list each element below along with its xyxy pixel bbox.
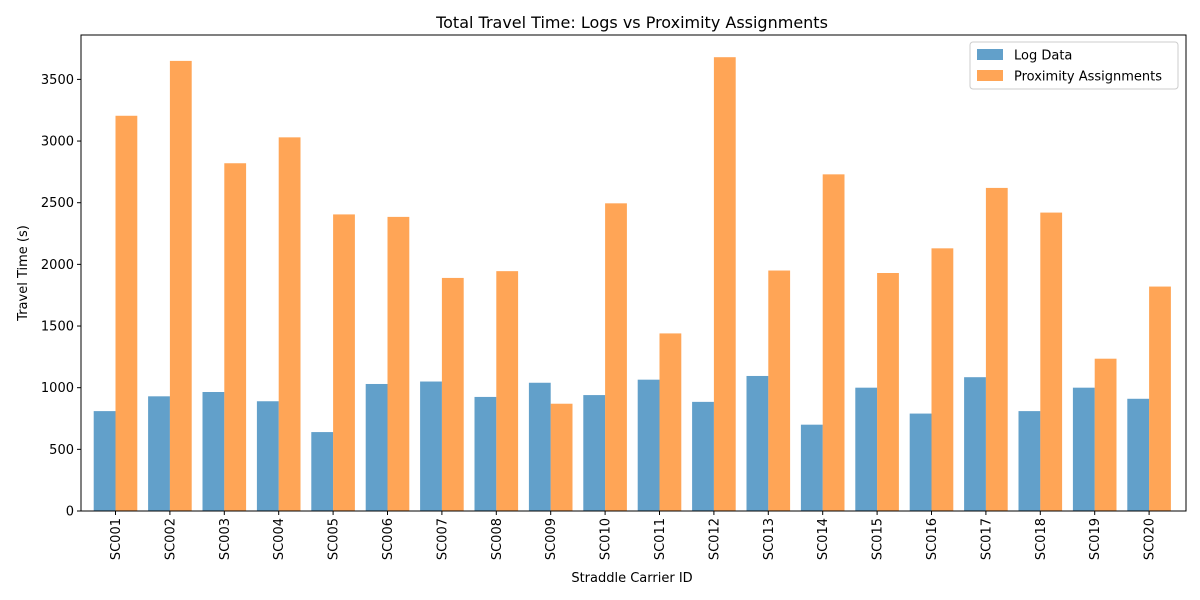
- bar-log-data-sc010: [583, 395, 606, 511]
- legend-label-log-data: Log Data: [1014, 49, 1072, 64]
- bar-log-data-sc019: [1072, 387, 1095, 511]
- bar-proximity-assignments-sc012: [713, 57, 736, 511]
- x-tick-label-sc006: SC006: [381, 518, 396, 560]
- bar-proximity-assignments-sc015: [877, 273, 899, 511]
- x-tick-label-sc012: SC012: [707, 518, 722, 560]
- x-tick-label-sc003: SC003: [218, 518, 233, 560]
- y-tick-label: 1000: [41, 381, 74, 396]
- x-tick-label-sc016: SC016: [925, 518, 940, 560]
- x-tick-label-sc009: SC009: [544, 518, 559, 560]
- bar-log-data-sc018: [1018, 411, 1041, 511]
- x-tick-label-sc017: SC017: [979, 518, 994, 560]
- y-tick-label: 2000: [41, 258, 74, 273]
- bar-proximity-assignments-sc002: [169, 60, 192, 512]
- bar-proximity-assignments-sc019: [1094, 358, 1117, 511]
- bar-proximity-assignments-sc013: [768, 270, 791, 511]
- plot-frame: [80, 34, 1187, 512]
- bar-log-data-sc009: [528, 382, 551, 511]
- bar-proximity-assignments-sc003: [224, 163, 247, 511]
- x-tick-label-sc020: SC020: [1143, 518, 1158, 560]
- bar-log-data-sc013: [746, 375, 769, 511]
- bar-log-data-sc011: [637, 379, 660, 511]
- x-tick-label-sc010: SC010: [599, 518, 614, 560]
- bar-proximity-assignments-sc016: [931, 248, 954, 511]
- x-axis-label: Straddle Carrier ID: [571, 571, 692, 586]
- bar-proximity-assignments-sc020: [1149, 286, 1171, 511]
- bar-log-data-sc015: [855, 387, 878, 511]
- bars-layer: [93, 57, 1171, 512]
- y-tick-label: 3500: [41, 73, 74, 88]
- y-tick-label: 3000: [41, 135, 74, 150]
- bar-proximity-assignments-sc005: [333, 214, 355, 512]
- bar-log-data-sc012: [692, 401, 714, 511]
- y-tick-label: 500: [49, 443, 74, 458]
- bar-proximity-assignments-sc011: [659, 333, 682, 511]
- bar-proximity-assignments-sc006: [387, 216, 410, 511]
- x-tick-label-sc001: SC001: [109, 518, 124, 560]
- x-tick-label-sc004: SC004: [272, 518, 287, 560]
- legend-swatch-log-data: [977, 49, 1003, 60]
- bar-proximity-assignments-sc001: [115, 115, 138, 512]
- bar-log-data-sc002: [148, 396, 170, 511]
- y-tick-label: 2500: [41, 196, 74, 211]
- bar-proximity-assignments-sc009: [550, 403, 573, 511]
- x-tick-label-sc002: SC002: [163, 518, 178, 560]
- bar-log-data-sc007: [420, 381, 442, 511]
- bar-log-data-sc017: [964, 377, 986, 511]
- x-tick-label-sc007: SC007: [435, 518, 450, 560]
- legend-box: [969, 41, 1179, 90]
- y-tick-label: 0: [66, 505, 74, 520]
- bar-proximity-assignments-sc018: [1040, 212, 1063, 511]
- x-tick-label-sc014: SC014: [816, 518, 831, 560]
- bar-proximity-assignments-sc008: [496, 271, 519, 511]
- y-axis-label: Travel Time (s): [16, 225, 31, 322]
- x-tick-label-sc018: SC018: [1034, 518, 1049, 560]
- x-tick-label-sc011: SC011: [653, 518, 668, 560]
- bar-log-data-sc020: [1127, 398, 1150, 511]
- legend-swatch-proximity-assignments: [977, 70, 1003, 81]
- bar-proximity-assignments-sc014: [822, 174, 845, 511]
- x-axis: SC001 SC002 SC003 SC004 SC005 SC006 SC007 SC008…: [109, 511, 1158, 560]
- y-tick-label: 1500: [41, 320, 74, 335]
- bar-log-data-sc016: [909, 413, 932, 511]
- legend: Log Data Proximity Assignments: [969, 41, 1179, 90]
- x-tick-label-sc013: SC013: [762, 518, 777, 560]
- chart-title: Total Travel Time: Logs vs Proximity Ass…: [435, 13, 828, 32]
- x-tick-label-sc008: SC008: [490, 518, 505, 560]
- bar-proximity-assignments-sc017: [985, 187, 1008, 511]
- x-tick-label-sc015: SC015: [871, 518, 886, 560]
- bar-proximity-assignments-sc010: [605, 203, 627, 511]
- bar-log-data-sc008: [474, 396, 497, 511]
- bar-log-data-sc014: [800, 424, 823, 511]
- bar-log-data-sc004: [256, 401, 279, 511]
- x-tick-label-sc005: SC005: [327, 518, 342, 560]
- bar-log-data-sc006: [365, 383, 388, 511]
- bar-log-data-sc003: [202, 392, 225, 511]
- x-tick-label-sc019: SC019: [1088, 518, 1103, 560]
- bar-log-data-sc001: [93, 411, 116, 511]
- bar-proximity-assignments-sc007: [441, 277, 464, 511]
- legend-label-proximity-assignments: Proximity Assignments: [1014, 70, 1162, 85]
- bar-proximity-assignments-sc004: [278, 137, 301, 511]
- y-axis: 0 500 1000 1500 2000 2500 3000 3500: [41, 73, 81, 520]
- bar-log-data-sc005: [311, 432, 334, 511]
